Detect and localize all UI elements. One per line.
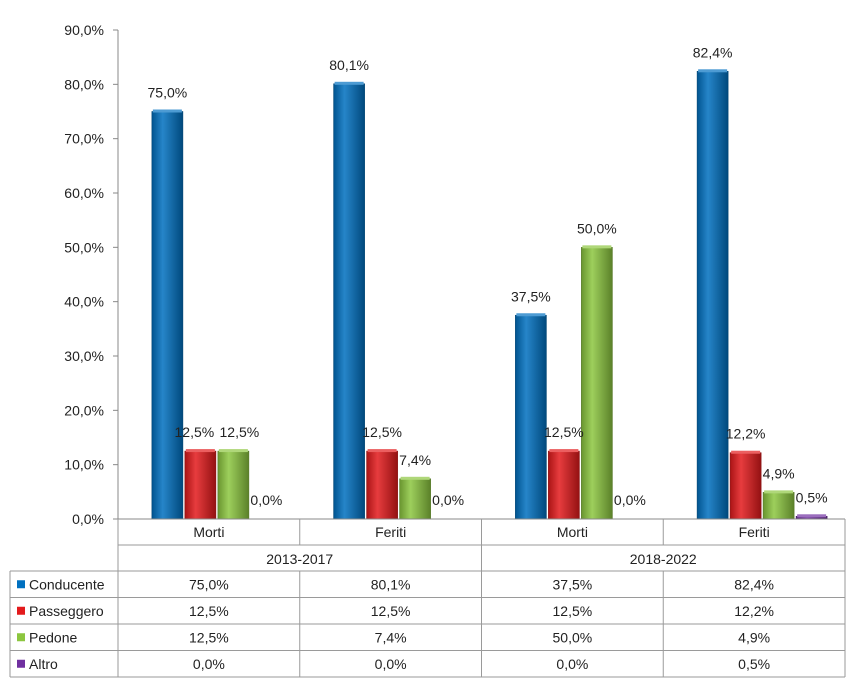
- category-label: Feriti: [375, 524, 406, 540]
- y-tick-label: 60,0%: [64, 185, 104, 201]
- bar-value-label: 12,5%: [362, 424, 402, 440]
- bar-value-label: 4,9%: [763, 465, 795, 481]
- legend-swatch: [17, 659, 25, 668]
- bar: [366, 450, 398, 520]
- bar-top-bevel: [797, 514, 827, 518]
- bar-top-bevel: [582, 245, 612, 249]
- bar-value-label: 0,0%: [614, 492, 646, 508]
- table-cell: 12,5%: [553, 603, 593, 619]
- bar-value-label: 12,5%: [220, 424, 260, 440]
- bar-value-label: 75,0%: [148, 85, 188, 101]
- bar-top-bevel: [152, 109, 182, 113]
- table-cell: 0,0%: [375, 656, 407, 672]
- y-axis: 0,0% 10,0% 20,0% 30,0% 40,0% 50,0% 60,0% 70,0% 8…: [64, 22, 119, 527]
- bar-top-bevel: [400, 476, 430, 480]
- legend-swatch: [17, 580, 25, 589]
- bar-value-label: 12,2%: [726, 426, 766, 442]
- table-cell: 0,0%: [556, 656, 588, 672]
- table-cell: 37,5%: [553, 576, 593, 592]
- bar-value-label: 50,0%: [577, 220, 617, 236]
- group-label: 2018-2022: [630, 551, 697, 567]
- table-cell: 4,9%: [738, 629, 770, 645]
- bar: [548, 450, 580, 520]
- table-cell: 50,0%: [553, 629, 593, 645]
- y-tick-label: 20,0%: [64, 402, 104, 418]
- bar-top-bevel: [698, 69, 728, 73]
- bar-top-bevel: [549, 449, 579, 453]
- table-cell: 12,2%: [734, 603, 774, 619]
- category-label: Morti: [193, 524, 224, 540]
- bar: [217, 450, 250, 520]
- bar-value-label: 37,5%: [511, 288, 551, 304]
- y-tick-label: 10,0%: [64, 457, 104, 473]
- bar: [399, 478, 431, 520]
- bar-top-bevel: [516, 313, 546, 317]
- bar: [729, 452, 762, 520]
- bar-value-label: 0,0%: [250, 492, 282, 508]
- legend-entry: Altro: [29, 656, 58, 672]
- legend-swatch: [17, 606, 25, 615]
- y-tick-label: 30,0%: [64, 348, 104, 364]
- y-tick-label: 70,0%: [64, 131, 104, 147]
- y-tick-label: 0,0%: [72, 511, 104, 527]
- bar: [184, 450, 217, 520]
- bar-value-label: 0,0%: [432, 492, 464, 508]
- bar-top-bevel: [367, 449, 397, 453]
- bar-value-label: 0,5%: [796, 489, 828, 505]
- bar-value-label: 12,5%: [175, 424, 215, 440]
- y-tick-label: 50,0%: [64, 239, 104, 255]
- bar-top-bevel: [185, 449, 215, 453]
- bar-value-labels: 75,0% 12,5% 12,5% 0,0% 80,1% 12,5% 7,4% 0,0% 37,…: [148, 44, 828, 508]
- bar: [696, 70, 729, 520]
- table-cell: 80,1%: [371, 576, 411, 592]
- bars: [118, 69, 845, 520]
- legend-swatch: [17, 633, 25, 642]
- bar: [581, 247, 613, 520]
- y-tick-label: 40,0%: [64, 294, 104, 310]
- table-cell: 12,5%: [371, 603, 411, 619]
- table-cell: 7,4%: [375, 629, 407, 645]
- table-cell: 75,0%: [189, 576, 229, 592]
- legend-entry: Conducente: [29, 576, 105, 592]
- bar: [515, 314, 547, 520]
- legend-entry: Passeggero: [29, 603, 104, 619]
- category-label: Feriti: [739, 524, 770, 540]
- bar-top-bevel: [731, 450, 761, 454]
- bar-top-bevel: [218, 449, 248, 453]
- y-tick-label: 80,0%: [64, 76, 104, 92]
- table-cell: 0,5%: [738, 656, 770, 672]
- bar: [333, 83, 365, 520]
- bar: [151, 111, 184, 520]
- bar-value-label: 12,5%: [544, 424, 584, 440]
- table-cell: 0,0%: [193, 656, 225, 672]
- bar-top-bevel: [334, 81, 364, 85]
- bar-top-bevel: [764, 490, 794, 494]
- bar-value-label: 80,1%: [329, 57, 369, 73]
- category-label: Morti: [557, 524, 588, 540]
- legend-entry: Pedone: [29, 629, 77, 645]
- data-table: Morti Feriti Morti Feriti 2013-2017 2018-2022…: [9, 519, 846, 678]
- table-cell: 12,5%: [189, 603, 229, 619]
- table-cell: 82,4%: [734, 576, 774, 592]
- bar-value-label: 7,4%: [399, 452, 431, 468]
- bar: [762, 492, 795, 520]
- group-label: 2013-2017: [266, 551, 333, 567]
- bar-value-label: 82,4%: [693, 44, 733, 60]
- table-cell: 12,5%: [189, 629, 229, 645]
- y-tick-label: 90,0%: [64, 22, 104, 38]
